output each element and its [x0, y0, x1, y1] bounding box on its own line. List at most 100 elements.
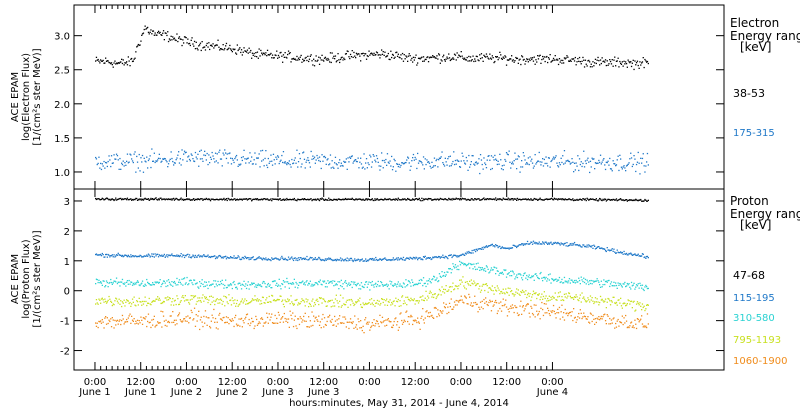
data-point: [557, 199, 559, 201]
data-point: [184, 36, 186, 38]
data-point: [641, 200, 644, 202]
data-point: [171, 321, 173, 324]
data-point: [162, 255, 164, 257]
data-point: [488, 272, 490, 274]
data-point: [401, 286, 404, 288]
data-point: [339, 61, 341, 64]
data-point: [165, 285, 167, 288]
data-point: [606, 281, 608, 283]
data-point: [118, 320, 120, 322]
data-point: [528, 163, 530, 166]
data-point: [293, 278, 295, 280]
data-point: [384, 197, 386, 200]
data-point: [453, 289, 455, 291]
data-point: [443, 199, 445, 201]
data-point: [290, 295, 292, 297]
data-point: [270, 287, 272, 289]
data-point: [481, 57, 483, 59]
data-point: [547, 300, 550, 302]
data-point: [635, 309, 637, 311]
data-point: [207, 198, 209, 201]
data-point: [262, 52, 264, 54]
data-point: [637, 253, 639, 255]
data-point: [580, 301, 582, 303]
data-point: [214, 161, 216, 163]
data-point: [392, 324, 394, 326]
data-point: [157, 322, 160, 324]
data-point: [278, 314, 280, 316]
data-point: [417, 300, 419, 302]
data-point: [346, 299, 348, 301]
data-point: [246, 49, 249, 51]
data-point: [355, 198, 358, 200]
data-point: [337, 53, 339, 55]
data-point: [281, 317, 283, 319]
data-point: [186, 276, 188, 279]
data-point: [152, 160, 155, 162]
data-point: [192, 295, 194, 297]
data-point: [638, 321, 640, 323]
data-point: [637, 283, 639, 285]
data-point: [233, 198, 235, 200]
data-point: [385, 258, 387, 260]
data-point: [294, 299, 296, 301]
data-point: [581, 279, 583, 281]
data-point: [459, 166, 461, 168]
data-point: [644, 256, 646, 258]
data-point: [461, 152, 463, 154]
data-point: [435, 307, 437, 309]
data-point: [372, 324, 374, 326]
data-point: [305, 161, 307, 163]
data-point: [403, 283, 405, 285]
data-point: [287, 300, 290, 302]
data-point: [421, 162, 423, 164]
data-point: [396, 257, 398, 259]
data-point: [334, 258, 337, 261]
data-point: [474, 164, 476, 166]
data-point: [573, 162, 576, 164]
data-point: [349, 283, 352, 286]
data-point: [293, 58, 295, 60]
data-point: [578, 198, 581, 200]
data-point: [603, 301, 605, 303]
data-point: [529, 276, 531, 279]
data-point: [357, 299, 359, 301]
data-point: [162, 300, 165, 303]
data-point: [251, 256, 254, 259]
data-point: [263, 52, 265, 54]
data-point: [121, 198, 124, 200]
data-point: [385, 56, 387, 58]
data-point: [524, 308, 526, 310]
data-point: [215, 198, 217, 200]
data-point: [615, 252, 617, 254]
data-point: [562, 299, 564, 301]
data-point: [495, 244, 497, 246]
data-point: [493, 293, 495, 295]
data-point: [566, 242, 568, 244]
data-point: [212, 155, 214, 157]
data-point: [181, 44, 183, 47]
data-point: [541, 301, 543, 304]
data-point: [354, 303, 356, 305]
data-point: [434, 57, 436, 59]
data-point: [508, 199, 510, 201]
data-point: [266, 301, 269, 303]
data-point: [595, 280, 597, 282]
data-point: [538, 278, 540, 280]
data-point: [569, 295, 571, 297]
data-point: [213, 158, 215, 160]
data-point: [478, 158, 480, 160]
data-point: [241, 159, 243, 162]
data-point: [350, 298, 353, 301]
data-point: [582, 316, 584, 318]
data-point: [125, 285, 127, 287]
data-point: [141, 256, 143, 258]
data-point: [419, 58, 421, 60]
data-point: [509, 161, 511, 163]
data-point: [231, 51, 233, 53]
data-point: [226, 199, 228, 202]
data-point: [359, 55, 361, 57]
data-point: [141, 34, 143, 36]
data-point: [169, 158, 171, 160]
data-point: [268, 313, 270, 315]
